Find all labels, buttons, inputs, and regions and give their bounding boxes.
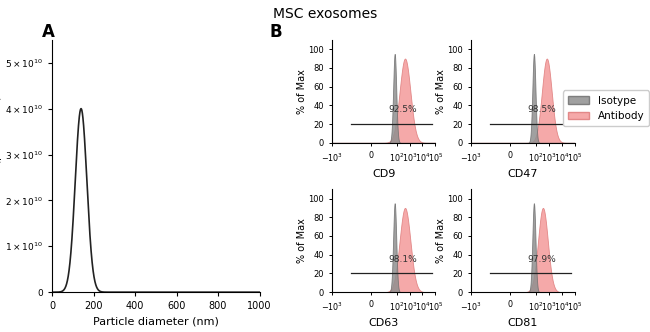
Y-axis label: % of Max: % of Max bbox=[296, 218, 307, 263]
X-axis label: CD47: CD47 bbox=[508, 169, 538, 179]
Y-axis label: % of Max: % of Max bbox=[436, 69, 446, 114]
Legend: Isotype, Antibody: Isotype, Antibody bbox=[563, 90, 649, 126]
Y-axis label: % of Max: % of Max bbox=[296, 69, 307, 114]
Text: 92.5%: 92.5% bbox=[388, 105, 417, 114]
X-axis label: CD81: CD81 bbox=[508, 318, 538, 328]
Text: 98.5%: 98.5% bbox=[527, 105, 556, 114]
Text: A: A bbox=[42, 23, 55, 41]
Text: B: B bbox=[270, 23, 282, 41]
Text: MSC exosomes: MSC exosomes bbox=[273, 7, 377, 21]
Y-axis label: Concentration (particles/mL): Concentration (particles/mL) bbox=[0, 96, 2, 236]
X-axis label: CD63: CD63 bbox=[369, 318, 399, 328]
X-axis label: CD9: CD9 bbox=[372, 169, 395, 179]
Text: 98.1%: 98.1% bbox=[388, 255, 417, 264]
Y-axis label: % of Max: % of Max bbox=[436, 218, 446, 263]
Text: 97.9%: 97.9% bbox=[527, 255, 556, 264]
X-axis label: Particle diameter (nm): Particle diameter (nm) bbox=[93, 317, 218, 327]
